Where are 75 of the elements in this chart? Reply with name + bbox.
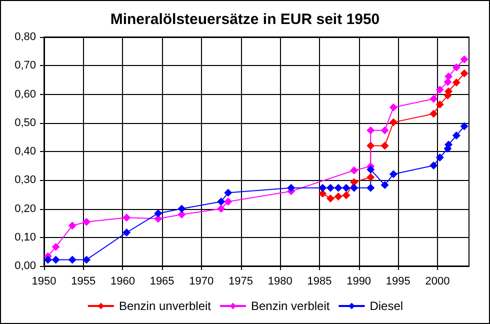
x-tick-label: 2000: [425, 276, 450, 288]
point: [342, 184, 350, 192]
point: [44, 256, 52, 264]
point: [366, 166, 375, 174]
point: [389, 103, 398, 112]
x-tick-label: 1950: [32, 276, 56, 288]
point: [154, 209, 162, 218]
point: [52, 256, 60, 264]
point: [366, 126, 375, 134]
point: [178, 204, 186, 213]
legend-label: Diesel: [370, 299, 404, 313]
x-tick-label: 1975: [228, 276, 253, 288]
point: [287, 184, 296, 192]
point: [334, 184, 342, 192]
point: [460, 69, 468, 78]
point: [350, 184, 358, 192]
point: [380, 180, 389, 189]
point: [224, 188, 232, 197]
y-tick-label: 0,80: [14, 31, 36, 43]
x-tick-label: 1970: [189, 276, 214, 288]
point: [436, 154, 444, 162]
y-tick-label: 0,60: [14, 88, 36, 100]
point: [430, 110, 438, 118]
legend-label: Benzin verbleit: [251, 299, 330, 313]
y-tick-label: 0,70: [14, 60, 36, 72]
y-tick-label: 0,30: [14, 174, 36, 186]
point: [326, 184, 334, 192]
point: [389, 170, 398, 178]
point: [380, 126, 389, 134]
point: [82, 256, 90, 264]
point: [68, 222, 76, 230]
point: [350, 166, 358, 174]
y-tick-label: 0,20: [14, 202, 36, 215]
y-tick-label: 0,10: [14, 231, 36, 244]
point: [444, 78, 452, 86]
point: [430, 162, 438, 170]
point: [318, 190, 327, 198]
point: [460, 55, 468, 64]
point: [366, 173, 375, 182]
x-tick-label: 1955: [71, 276, 96, 288]
x-tick-label: 1960: [110, 276, 135, 288]
point: [318, 184, 327, 192]
point: [342, 191, 350, 200]
point: [366, 142, 375, 150]
point: [122, 228, 131, 237]
chart-title: Mineralölsteuersätze in EUR seit 1950: [110, 11, 380, 28]
y-tick-label: 0,40: [14, 146, 36, 158]
x-tick-label: 1990: [346, 276, 372, 288]
point: [430, 94, 438, 103]
point: [334, 192, 342, 200]
point: [436, 100, 444, 109]
x-tick-label: 1980: [268, 276, 292, 288]
point: [452, 78, 460, 87]
x-tick-label: 1965: [150, 276, 174, 288]
point: [224, 198, 232, 206]
point: [452, 63, 460, 72]
point: [217, 204, 226, 213]
y-tick-label: 0,50: [14, 116, 36, 129]
point: [389, 118, 398, 126]
point: [52, 242, 60, 251]
x-tick-label: 1995: [386, 276, 410, 288]
point: [326, 194, 334, 202]
point: [122, 214, 131, 222]
point: [68, 256, 76, 264]
point: [436, 86, 444, 94]
point: [380, 142, 389, 150]
point: [82, 218, 90, 226]
x-tick-label: 1985: [307, 276, 332, 288]
point: [460, 122, 468, 130]
y-tick-label: 0,00: [14, 260, 36, 272]
point: [217, 198, 226, 206]
point: [452, 131, 460, 140]
point: [444, 72, 453, 81]
point: [366, 184, 375, 192]
legend-label: Benzin unverbleit: [118, 299, 212, 313]
